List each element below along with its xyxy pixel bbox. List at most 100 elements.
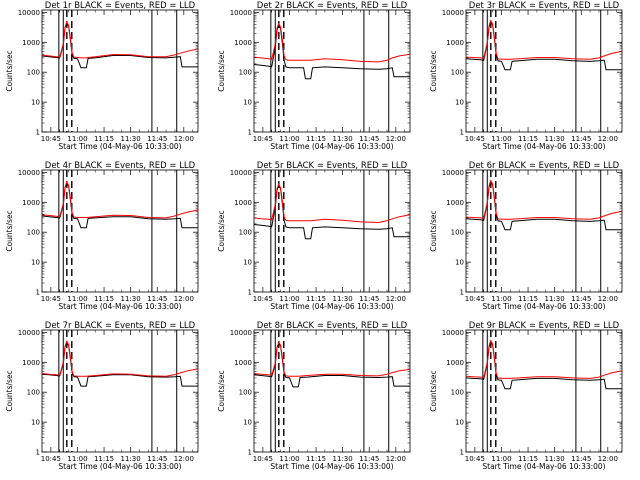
y-tick-label: 10	[455, 419, 464, 427]
x-tick-label: 10:45	[465, 135, 485, 143]
x-tick-label: 11:45	[571, 455, 591, 463]
plot-frame	[41, 169, 199, 293]
x-tick-label: 10:45	[465, 455, 485, 463]
x-tick-label: 12:00	[598, 295, 618, 303]
x-tick-label: 11:45	[571, 295, 591, 303]
x-tick-label: 11:15	[518, 295, 538, 303]
y-tick-label: 10	[31, 259, 40, 267]
x-tick-label: 11:00	[491, 295, 511, 303]
y-tick-label: 1000	[22, 359, 40, 367]
x-tick-label: 11:15	[306, 455, 326, 463]
plot-area	[466, 330, 622, 452]
y-tick-label: 1	[36, 289, 40, 297]
x-tick-label: 11:15	[94, 295, 114, 303]
panel-title: Det 1r BLACK = Events, RED = LLD	[45, 1, 196, 11]
events-series-line	[254, 183, 410, 240]
panel-det-2: Det 2r BLACK = Events, RED = LLD 1 10 100 10…	[217, 1, 411, 151]
plot-frame	[253, 169, 411, 293]
plot-frame	[253, 329, 411, 453]
y-axis-label: Counts/sec	[5, 370, 14, 411]
y-tick-label: 100	[27, 69, 40, 77]
y-tick-label: 1	[36, 449, 40, 457]
x-tick-label: 11:45	[571, 135, 591, 143]
panel-det-4: Det 4r BLACK = Events, RED = LLD 1 10 100 10…	[5, 161, 199, 311]
y-tick-label: 1000	[446, 199, 464, 207]
x-tick-label: 10:45	[253, 455, 273, 463]
events-series-line	[466, 180, 622, 231]
x-tick-label: 11:45	[147, 135, 167, 143]
y-tick-label: 1000	[234, 199, 252, 207]
y-tick-label: 1000	[446, 359, 464, 367]
plot-area	[466, 10, 622, 132]
y-tick-label: 100	[451, 229, 464, 237]
panel-det-6: Det 6r BLACK = Events, RED = LLD 1 10 100 10…	[429, 161, 623, 311]
y-tick-label: 10000	[442, 169, 464, 177]
plot-area	[42, 330, 198, 452]
plot-area	[42, 10, 198, 132]
events-series-line	[42, 21, 198, 69]
plot-area	[466, 170, 622, 292]
y-tick-label: 100	[27, 229, 40, 237]
plot-frame	[465, 9, 623, 133]
y-tick-label: 10000	[442, 329, 464, 337]
y-tick-label: 1000	[234, 39, 252, 47]
y-axis-label: Counts/sec	[429, 370, 438, 411]
x-tick-label: 11:15	[518, 455, 538, 463]
x-tick-label: 11:45	[359, 135, 379, 143]
x-tick-label: 11:00	[279, 455, 299, 463]
panel-title: Det 8r BLACK = Events, RED = LLD	[257, 321, 408, 331]
y-tick-label: 1000	[446, 39, 464, 47]
y-tick-label: 10	[31, 99, 40, 107]
x-tick-label: 10:45	[253, 295, 273, 303]
x-tick-label: 11:45	[147, 295, 167, 303]
x-tick-label: 11:15	[94, 455, 114, 463]
panel-title: Det 5r BLACK = Events, RED = LLD	[257, 161, 408, 171]
plot-frame	[465, 329, 623, 453]
y-tick-label: 1	[460, 289, 464, 297]
y-tick-label: 100	[451, 69, 464, 77]
panel-det-5: Det 5r BLACK = Events, RED = LLD 1 10 100 10…	[217, 161, 411, 311]
x-axis-label: Start Time (04-May-06 10:33:00)	[270, 142, 393, 151]
x-axis-label: Start Time (04-May-06 10:33:00)	[58, 462, 181, 471]
y-tick-label: 1000	[22, 39, 40, 47]
y-tick-label: 10000	[18, 169, 40, 177]
x-tick-label: 11:30	[121, 135, 141, 143]
y-axis-label: Counts/sec	[5, 210, 14, 251]
plot-area	[42, 170, 198, 292]
x-axis-label: Start Time (04-May-06 10:33:00)	[482, 302, 605, 311]
y-tick-label: 10000	[18, 9, 40, 17]
x-tick-label: 12:00	[386, 135, 406, 143]
x-tick-label: 12:00	[386, 295, 406, 303]
plot-frame	[465, 169, 623, 293]
events-series-line	[466, 20, 622, 71]
y-axis-label: Counts/sec	[217, 370, 226, 411]
x-tick-label: 10:45	[41, 455, 61, 463]
y-tick-label: 10	[243, 99, 252, 107]
y-tick-label: 1	[248, 129, 252, 137]
x-tick-label: 11:30	[545, 295, 565, 303]
x-tick-label: 12:00	[174, 135, 194, 143]
x-axis-label: Start Time (04-May-06 10:33:00)	[270, 302, 393, 311]
x-tick-label: 11:00	[279, 135, 299, 143]
events-series-line	[42, 340, 198, 387]
x-axis-label: Start Time (04-May-06 10:33:00)	[58, 302, 181, 311]
panel-title: Det 7r BLACK = Events, RED = LLD	[45, 321, 196, 331]
events-series-line	[254, 23, 410, 80]
plot-frame	[253, 9, 411, 133]
x-tick-label: 12:00	[598, 135, 618, 143]
y-tick-label: 100	[27, 389, 40, 397]
panel-title: Det 6r BLACK = Events, RED = LLD	[469, 161, 620, 171]
y-axis-label: Counts/sec	[429, 210, 438, 251]
x-tick-label: 11:15	[306, 295, 326, 303]
panel-title: Det 3r BLACK = Events, RED = LLD	[469, 1, 620, 11]
x-tick-label: 11:30	[333, 455, 353, 463]
y-tick-label: 1	[460, 129, 464, 137]
panel-det-7: Det 7r BLACK = Events, RED = LLD 1 10 100 10…	[5, 321, 199, 471]
plot-frame	[41, 329, 199, 453]
x-axis-label: Start Time (04-May-06 10:33:00)	[482, 142, 605, 151]
x-tick-label: 11:30	[545, 455, 565, 463]
x-tick-label: 10:45	[41, 295, 61, 303]
x-tick-label: 11:00	[67, 455, 87, 463]
y-tick-label: 10	[455, 259, 464, 267]
